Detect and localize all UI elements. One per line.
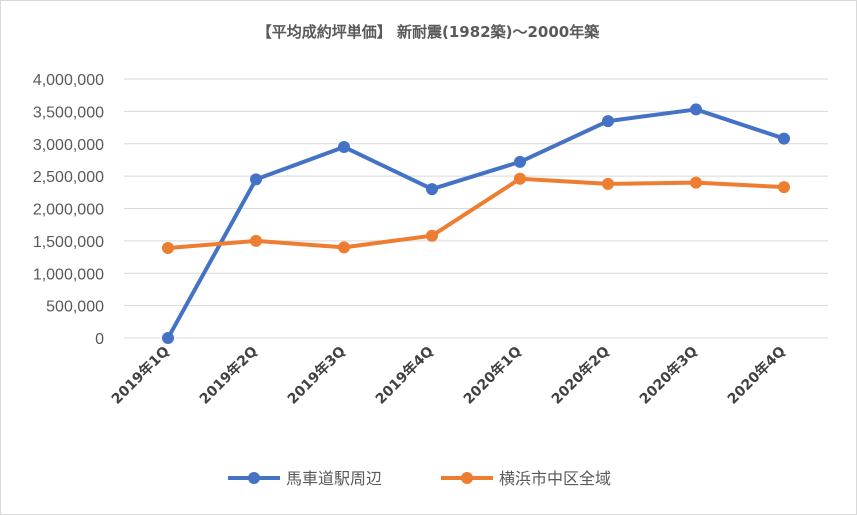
- data-point: [338, 241, 350, 254]
- data-point: [514, 172, 526, 185]
- y-tick-label: 1,000,000: [33, 266, 104, 283]
- y-tick-label: 3,000,000: [33, 137, 104, 154]
- data-point: [250, 173, 262, 186]
- data-point: [602, 177, 614, 190]
- x-tick-label: 2020年1Q: [460, 343, 525, 408]
- x-tick-label: 2020年4Q: [724, 343, 789, 408]
- series-2: [162, 172, 790, 254]
- data-point: [602, 115, 614, 128]
- x-tick-label: 2020年2Q: [548, 343, 613, 408]
- y-tick-label: 2,500,000: [33, 169, 104, 186]
- data-point: [778, 132, 790, 145]
- legend-marker: [461, 472, 473, 484]
- series-line: [166, 107, 786, 340]
- x-tick-label: 2019年2Q: [196, 343, 261, 408]
- y-tick-label: 4,000,000: [33, 72, 104, 89]
- y-tick-label: 3,500,000: [33, 104, 104, 121]
- x-tick-label: 2019年4Q: [372, 343, 437, 408]
- data-point: [690, 103, 702, 116]
- series-1: [162, 103, 790, 344]
- data-point: [690, 176, 702, 189]
- legend-item: 横浜市中区全域: [441, 469, 611, 488]
- y-tick-label: 500,000: [46, 299, 104, 316]
- data-point: [162, 332, 174, 344]
- legend-item: 馬車道駅周辺: [228, 469, 382, 488]
- data-point: [250, 234, 262, 247]
- data-point: [514, 155, 526, 168]
- chart-title: 【平均成約坪単価】 新耐震(1982築)～2000年築: [257, 23, 600, 41]
- data-point: [338, 140, 350, 153]
- x-axis: 2019年1Q 2019年2Q 2019年3Q 2019年4Q 2020年1Q 2020年…: [108, 343, 789, 408]
- data-point: [426, 229, 438, 242]
- y-tick-label: 1,500,000: [33, 234, 104, 251]
- series-group: [162, 103, 790, 344]
- y-tick-label: 0: [95, 331, 104, 348]
- data-point: [426, 183, 438, 196]
- x-tick-label: 2019年3Q: [284, 343, 349, 408]
- x-tick-label: 2019年1Q: [108, 343, 173, 408]
- legend-label: 横浜市中区全域: [499, 469, 611, 488]
- series-line: [166, 176, 786, 250]
- y-tick-label: 2,000,000: [33, 202, 104, 219]
- legend: 馬車道駅周辺 横浜市中区全域: [228, 469, 611, 488]
- y-axis: 0 500,000 1,000,000 1,500,000 2,000,000 2,500…: [33, 72, 104, 348]
- legend-marker: [248, 472, 260, 484]
- x-tick-label: 2020年3Q: [636, 343, 701, 408]
- data-point: [162, 241, 174, 254]
- legend-label: 馬車道駅周辺: [286, 469, 382, 488]
- data-point: [778, 181, 790, 194]
